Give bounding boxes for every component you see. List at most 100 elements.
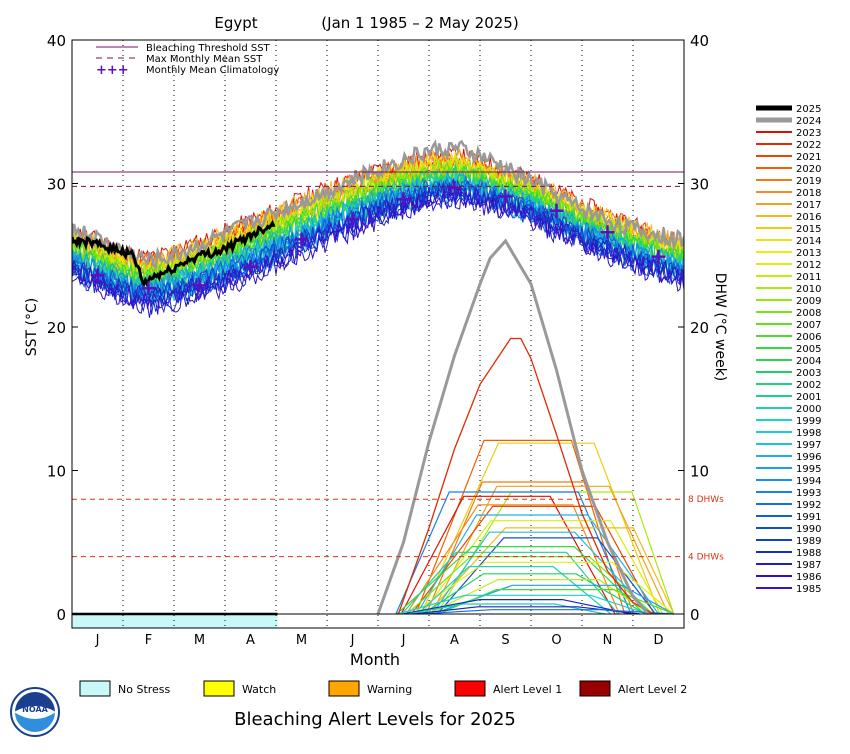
year-legend-item: 1997 bbox=[756, 440, 821, 451]
alert-legend-swatch bbox=[579, 680, 611, 697]
year-legend-label: 1994 bbox=[796, 476, 821, 487]
year-legend-item: 2017 bbox=[756, 200, 821, 211]
x-tick-label: M bbox=[194, 633, 205, 648]
year-legend-label: 2023 bbox=[796, 128, 821, 139]
year-legend-item: 2009 bbox=[756, 296, 821, 307]
year-legend-label: 2020 bbox=[796, 164, 821, 175]
chart-title: Egypt bbox=[214, 14, 257, 32]
alert-legend-swatch bbox=[454, 680, 486, 697]
dhw-line-2013 bbox=[411, 561, 675, 615]
y-tick-label-left: 10 bbox=[47, 463, 66, 481]
climatology-point bbox=[498, 189, 513, 204]
dhw-line-2012 bbox=[421, 520, 664, 615]
year-legend-item: 2021 bbox=[756, 152, 821, 163]
x-tick-label: J bbox=[350, 633, 355, 648]
y-tick-label-left: 30 bbox=[47, 176, 66, 194]
climatology-point bbox=[651, 249, 666, 264]
year-legend-item: 1992 bbox=[756, 500, 821, 511]
year-legend-item: 1988 bbox=[756, 548, 821, 559]
dhw-line-2011 bbox=[427, 578, 651, 615]
year-legend-label: 2007 bbox=[796, 320, 821, 331]
year-legend-item: 2014 bbox=[756, 236, 821, 247]
y-tick-label-left: 40 bbox=[47, 32, 66, 50]
line-legend: Bleaching Threshold SST Max Monthly Mean… bbox=[96, 43, 279, 78]
year-legend-item: 2015 bbox=[756, 224, 821, 235]
alert-level-legend: No Stress Watch Warning Alert Level 1 Alert … bbox=[79, 680, 687, 697]
year-legend-label: 1988 bbox=[796, 548, 821, 559]
alert-legend-item: Alert Level 2 bbox=[579, 680, 687, 697]
dhw-line-1998 bbox=[397, 594, 648, 615]
alert-legend-swatch bbox=[328, 680, 360, 697]
year-legend-item: 2011 bbox=[756, 272, 821, 283]
year-legend-item: 2001 bbox=[756, 392, 821, 403]
climatology-point bbox=[447, 180, 462, 195]
climatology-point bbox=[243, 259, 258, 274]
dhw-line-2021 bbox=[411, 505, 655, 615]
climatology-point bbox=[600, 225, 615, 240]
dhw-line-2005 bbox=[396, 545, 645, 615]
year-legend-label: 1987 bbox=[796, 560, 821, 571]
year-legend-label: 2024 bbox=[796, 116, 821, 127]
x-axis-title: Month bbox=[350, 650, 400, 669]
year-legend-label: 2010 bbox=[796, 284, 821, 295]
year-legend-item: 1995 bbox=[756, 464, 821, 475]
y-tick-label-left: 20 bbox=[47, 319, 66, 337]
year-legend-item: 1985 bbox=[756, 584, 821, 595]
alert-legend-label: No Stress bbox=[118, 683, 171, 696]
legend-mmm-label: Max Monthly Mean SST bbox=[146, 54, 263, 65]
dhw-line-2016 bbox=[426, 527, 675, 615]
x-tick-label: J bbox=[401, 633, 406, 648]
x-tick-label: A bbox=[246, 633, 255, 648]
alert-legend-item: Alert Level 1 bbox=[454, 680, 562, 697]
dhw-line-2017 bbox=[430, 485, 669, 615]
year-legend-item: 2000 bbox=[756, 404, 821, 415]
plot-frame bbox=[71, 39, 685, 629]
climatology-point bbox=[90, 268, 105, 283]
year-legend-label: 1998 bbox=[796, 428, 821, 439]
x-tick-label: D bbox=[653, 633, 663, 648]
y-tick-label-right: 40 bbox=[690, 32, 709, 50]
dhw-ref-label: 8 DHWs bbox=[688, 495, 724, 505]
year-legend-label: 1992 bbox=[796, 500, 821, 511]
x-tick-label: M bbox=[296, 633, 307, 648]
reference-lines: 8 DHWs 4 DHWs bbox=[72, 171, 724, 615]
year-legend-label: 2009 bbox=[796, 296, 821, 307]
alert-band-2025 bbox=[73, 615, 278, 628]
legend-climatology-label: Monthly Mean Climatology bbox=[146, 65, 279, 76]
year-legend-label: 2014 bbox=[796, 236, 821, 247]
dhw-line-1992 bbox=[418, 609, 674, 615]
legend-threshold-label: Bleaching Threshold SST bbox=[146, 43, 271, 54]
year-legend-item: 2008 bbox=[756, 308, 821, 319]
year-legend-item: 1987 bbox=[756, 560, 821, 571]
year-legend-item: 2023 bbox=[756, 128, 821, 139]
year-legend-item: 1986 bbox=[756, 572, 821, 583]
year-legend-label: 1991 bbox=[796, 512, 821, 523]
year-legend-label: 2013 bbox=[796, 248, 821, 259]
year-legend-item: 2003 bbox=[756, 368, 821, 379]
year-legend-label: 2012 bbox=[796, 260, 821, 271]
x-tick-label: F bbox=[145, 633, 152, 648]
year-legend-label: 1993 bbox=[796, 488, 821, 499]
year-legend-item: 2020 bbox=[756, 164, 821, 175]
alert-legend-label: Alert Level 1 bbox=[493, 683, 562, 696]
year-legend-label: 2018 bbox=[796, 188, 821, 199]
sst-line-1987 bbox=[72, 181, 684, 308]
x-tick-label: S bbox=[501, 633, 509, 648]
year-legend-item: 2006 bbox=[756, 332, 821, 343]
y-tick-label-right: 10 bbox=[690, 463, 709, 481]
year-legend-label: 2002 bbox=[796, 380, 821, 391]
year-legend-item: 2005 bbox=[756, 344, 821, 355]
y-tick-label-left: 0 bbox=[56, 606, 66, 624]
year-legend-item: 1989 bbox=[756, 536, 821, 547]
year-legend: 2025202420232022202120202019201820172016… bbox=[756, 104, 821, 595]
alert-legend-swatch bbox=[79, 680, 111, 697]
climatology-point bbox=[396, 192, 411, 207]
year-legend-item: 2004 bbox=[756, 356, 821, 367]
year-legend-label: 1996 bbox=[796, 452, 821, 463]
sst-line-1985 bbox=[72, 183, 684, 310]
year-legend-label: 2016 bbox=[796, 212, 821, 223]
year-legend-item: 2022 bbox=[756, 140, 821, 151]
year-legend-label: 2004 bbox=[796, 356, 821, 367]
